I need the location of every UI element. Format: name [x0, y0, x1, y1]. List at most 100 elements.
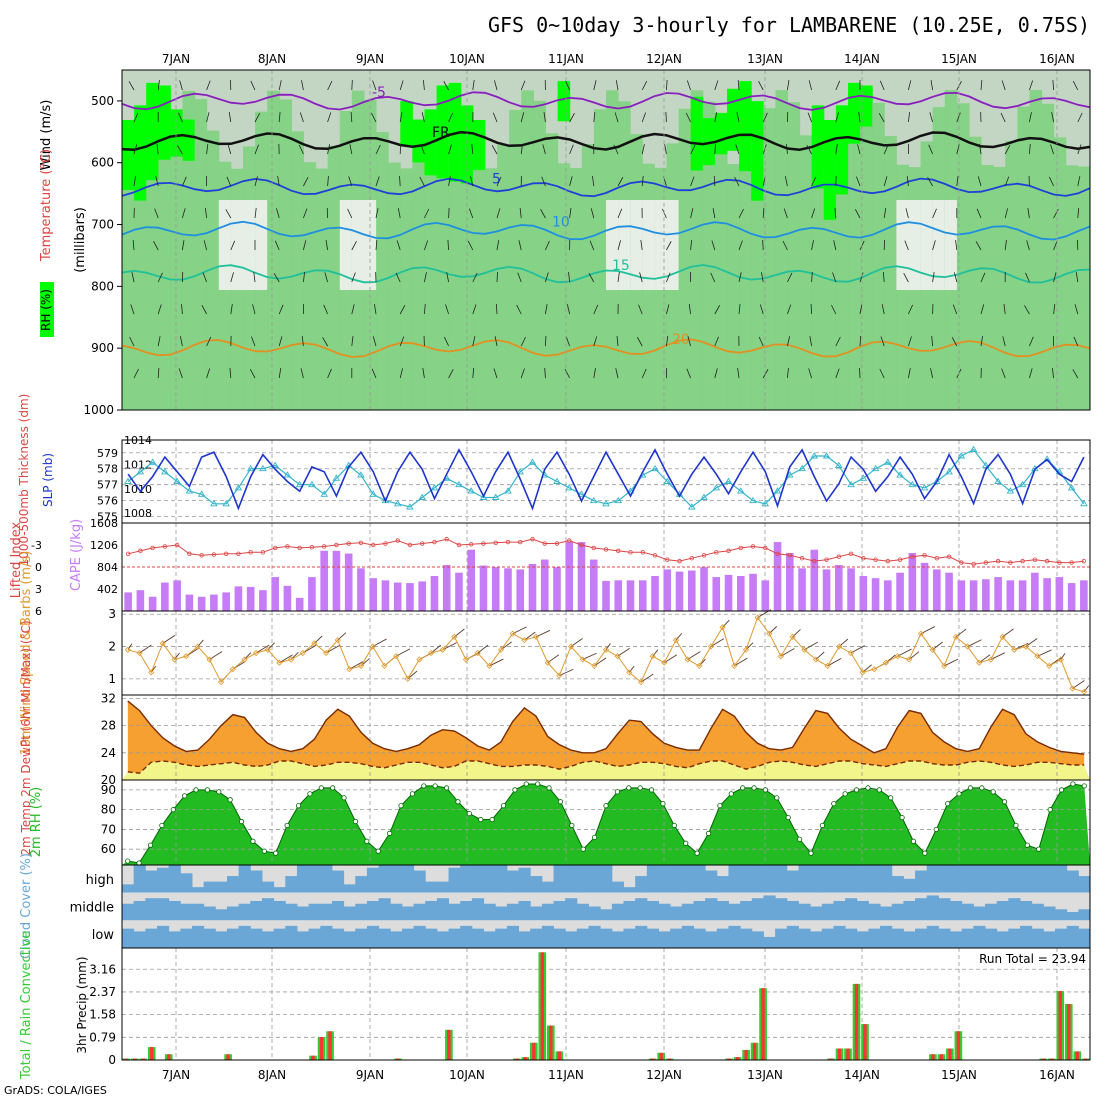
wind-speed-point	[941, 662, 948, 669]
rh-shade-column	[1065, 165, 1079, 410]
cloud-bar	[775, 865, 788, 893]
wind-barb	[139, 644, 152, 654]
cloud-bar	[250, 870, 263, 893]
wind-barb	[920, 626, 936, 635]
wind-barb	[206, 112, 210, 123]
rh-point	[489, 816, 495, 823]
rh-point	[967, 785, 974, 791]
wind-speed-point	[264, 646, 271, 653]
thickness-point	[455, 480, 463, 488]
rh-point	[614, 789, 620, 795]
date-label-top: 10JAN	[449, 52, 485, 66]
wind-barb	[322, 337, 328, 347]
wind-barb	[278, 304, 284, 315]
rh-shade-column	[376, 132, 389, 410]
wind-barb	[543, 112, 546, 123]
cape-bar	[357, 568, 365, 611]
cloud-bar	[378, 898, 391, 921]
lifted-index-point	[946, 554, 952, 559]
wind-barb	[472, 336, 476, 347]
thickness-point	[185, 487, 194, 494]
cape-bar	[736, 575, 745, 611]
thickness-point	[234, 484, 243, 491]
cloud-bar	[950, 900, 963, 921]
wind-barb	[833, 240, 837, 251]
wind-speed-point	[1011, 646, 1018, 653]
cloud-bar	[226, 928, 240, 948]
lifted-index-point	[787, 553, 792, 558]
wind-barb	[569, 113, 575, 123]
y-axis-label-temp: 2m Temp 2m DewPt (6hr Min/Max) (°C)	[19, 620, 33, 855]
thickness-point	[712, 484, 721, 491]
wind-barb	[990, 652, 1006, 660]
lifted-index-point	[885, 558, 891, 564]
cloud-bar	[658, 931, 671, 948]
wind-barb	[687, 336, 691, 347]
lifted-index-point	[395, 538, 400, 543]
rh-shade-column	[835, 142, 849, 410]
rh-low-column	[255, 200, 268, 290]
thickness-point	[516, 468, 524, 475]
wind-barb	[251, 336, 256, 347]
lifted-index-point	[481, 541, 486, 546]
wind-barb	[1049, 176, 1054, 187]
lifted-index-point	[456, 542, 462, 548]
cloud-panel: high middle low Cloud Cover (%)	[19, 853, 1091, 959]
wind-barb	[1003, 304, 1006, 315]
rh-point	[1013, 822, 1019, 829]
cape-bar	[210, 594, 218, 611]
lifted-index-point	[162, 544, 168, 549]
cape-bar	[761, 580, 770, 611]
date-label-bottom: 9JAN	[356, 1068, 384, 1082]
cloud-bar	[156, 925, 170, 948]
wind-barb	[835, 336, 841, 347]
cloud-bar	[413, 925, 426, 948]
wind-speed-point	[719, 624, 726, 631]
rh-point	[375, 848, 381, 854]
y-axis-label-wind: Wind (m/s)	[39, 100, 54, 171]
rh-shade-column	[981, 165, 994, 410]
y-axis-label-slp: SLP (mb)	[41, 453, 55, 507]
rh-point	[273, 850, 279, 856]
precip-convective-bar	[1058, 991, 1062, 1060]
wind-barb	[1053, 208, 1059, 219]
wind-speed-point	[369, 643, 376, 650]
wind-speed-point	[416, 656, 423, 663]
cloud-bar	[518, 931, 531, 948]
wind-barb	[566, 304, 570, 315]
cloud-bar	[285, 925, 298, 948]
thickness-point	[847, 480, 855, 488]
wind-speed-point	[451, 633, 458, 640]
wind-barb	[1025, 272, 1030, 283]
date-label-bottom: 13JAN	[747, 1068, 783, 1082]
rh-point	[318, 785, 324, 791]
wind-barb	[396, 240, 401, 251]
wind-barb	[471, 144, 474, 155]
rh-point	[261, 848, 267, 854]
wind-barb	[1052, 79, 1054, 91]
rh-point	[740, 785, 746, 791]
rh-point	[295, 803, 302, 809]
wind-barb	[710, 272, 716, 283]
cape-bar	[148, 596, 157, 611]
cloud-bar	[623, 928, 636, 948]
wind-speed-point	[696, 662, 703, 669]
wind-barb	[787, 304, 792, 315]
rh-point	[592, 834, 598, 840]
lifted-index-point	[125, 551, 131, 556]
wind-barb	[249, 368, 256, 379]
cloud-bar	[903, 931, 916, 948]
wind-barb	[640, 240, 643, 251]
wind-barb	[162, 634, 176, 644]
cloud-bar	[273, 887, 286, 893]
lifted-index-point	[603, 547, 609, 552]
cloud-bar	[448, 867, 461, 893]
precip-convective-bar	[948, 1048, 952, 1060]
rh-high-column	[811, 105, 825, 189]
cloud-bar	[390, 865, 403, 893]
wind-barb	[850, 645, 865, 654]
lifted-index-point	[1081, 558, 1087, 564]
y-axis-label-rh: RH (%)	[39, 289, 53, 331]
wind-barb	[424, 304, 426, 315]
thickness-point	[467, 487, 475, 494]
